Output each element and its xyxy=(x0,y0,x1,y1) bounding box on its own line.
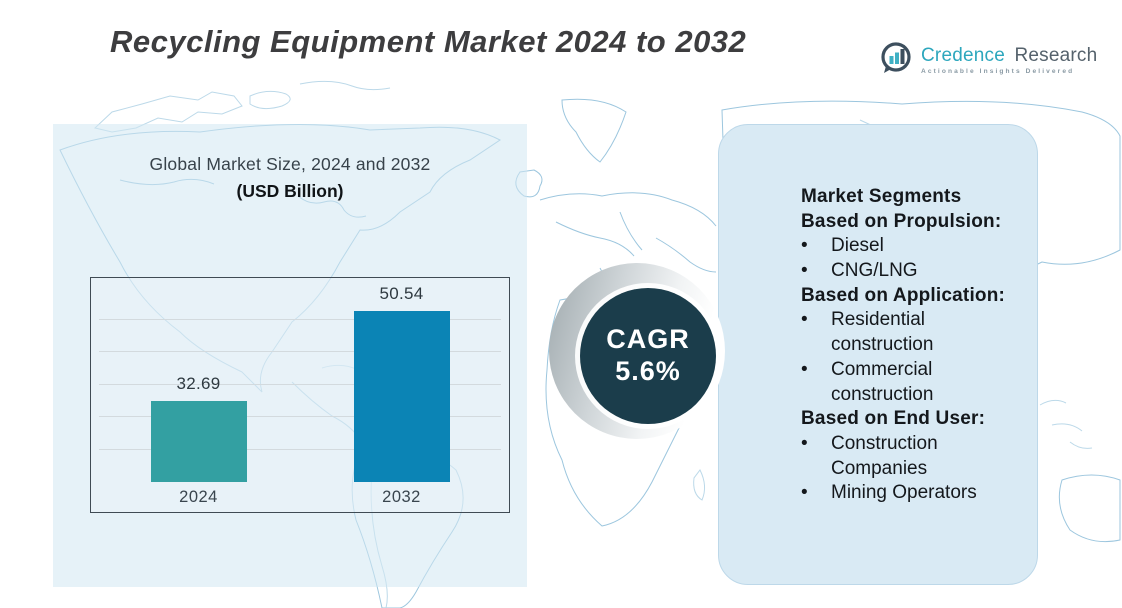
x-axis-label-2024: 2024 xyxy=(179,487,218,506)
bullet-icon: • xyxy=(801,432,808,454)
logo-name-secondary: Research xyxy=(1014,45,1098,66)
cagr-badge: CAGR 5.6% xyxy=(580,288,716,424)
chart-x-axis-labels: 2024 2032 xyxy=(97,484,503,510)
chart-bars: 32.69 50.54 xyxy=(97,278,503,482)
chart-gridline xyxy=(99,416,501,417)
panel-title: Market Segments xyxy=(801,186,962,207)
bar-chart: 32.69 50.54 2024 2032 xyxy=(90,277,510,513)
segment-item: • Residential construction xyxy=(801,308,1021,357)
bullet-icon: • xyxy=(801,309,808,331)
segment-item: • Commercial construction xyxy=(801,358,1021,407)
chart-gridline xyxy=(99,448,501,450)
segment-item: • Mining Operators xyxy=(801,481,1021,506)
chart-gridline xyxy=(99,383,501,385)
segment-item: • CNG/LNG xyxy=(801,259,1021,284)
chart-plot-area: 32.69 50.54 xyxy=(97,278,503,482)
segment-item-label: Residential construction xyxy=(831,309,934,356)
segment-heading: Based on Application: xyxy=(801,284,1006,306)
chart-gridline xyxy=(99,351,501,352)
chart-title: Global Market Size, 2024 and 2032 xyxy=(149,154,431,174)
bar-2032 xyxy=(353,310,450,482)
page-title: Recycling Equipment Market 2024 to 2032 xyxy=(110,24,747,59)
segment-item-label: Commercial construction xyxy=(831,358,934,405)
bullet-icon: • xyxy=(801,260,808,282)
segment-item-label: CNG/LNG xyxy=(831,260,918,282)
segment-item-label: Diesel xyxy=(831,235,884,257)
bullet-icon: • xyxy=(801,235,808,257)
market-segments-panel: Market Segments Based on Propulsion: • Die… xyxy=(718,124,1038,585)
credence-research-logo: Credence Research Actionable Insights De… xyxy=(878,40,1097,76)
segment-item-label: Construction Companies xyxy=(831,432,938,479)
cagr-value: 5.6% xyxy=(615,355,681,386)
bullet-icon: • xyxy=(801,358,808,380)
logo-tagline: Actionable Insights Delivered xyxy=(921,68,1075,75)
bar-chart-bubble-icon xyxy=(881,42,911,73)
logo-name: Credence Research xyxy=(921,46,1097,65)
logo-name-primary: Credence xyxy=(921,45,1005,66)
segment-item: • Diesel xyxy=(801,234,1021,259)
cagr-label: CAGR xyxy=(606,323,690,354)
bar-value-label: 50.54 xyxy=(379,283,424,303)
segment-item-label: Mining Operators xyxy=(831,482,977,504)
chart-subtitle: (USD Billion) xyxy=(236,181,344,201)
segment-heading: Based on Propulsion: xyxy=(801,210,1002,232)
bar-2024 xyxy=(150,400,247,482)
market-size-card: Global Market Size, 2024 and 2032 (USD B… xyxy=(53,124,527,587)
panel-content: Market Segments Based on Propulsion: • Die… xyxy=(719,125,1037,506)
chart-gridline xyxy=(99,318,501,320)
bar-value-label: 32.69 xyxy=(176,373,221,393)
segment-heading: Based on End User: xyxy=(801,408,986,430)
segment-item: • Construction Companies xyxy=(801,432,1021,481)
bar-column-2024: 32.69 xyxy=(150,373,247,482)
bullet-icon: • xyxy=(801,482,808,504)
x-axis-label-2032: 2032 xyxy=(382,487,421,506)
logo-text: Credence Research Actionable Insights De… xyxy=(921,40,1097,76)
bar-column-2032: 50.54 xyxy=(353,283,450,482)
panel-sections: Based on Propulsion: • Diesel • CNG/LNG Based… xyxy=(801,210,1021,506)
